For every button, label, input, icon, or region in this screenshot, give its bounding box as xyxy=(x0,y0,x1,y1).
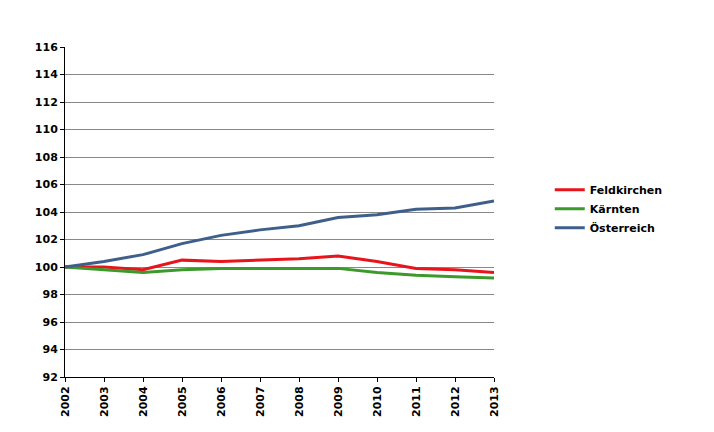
svg-text:Österreich: Österreich xyxy=(590,221,655,235)
svg-text:112: 112 xyxy=(35,96,58,109)
svg-text:116: 116 xyxy=(35,41,58,54)
svg-text:2008: 2008 xyxy=(293,386,306,417)
svg-text:94: 94 xyxy=(42,343,58,356)
svg-text:2013: 2013 xyxy=(488,386,501,417)
svg-text:108: 108 xyxy=(35,151,58,164)
svg-text:100: 100 xyxy=(35,261,58,274)
svg-text:114: 114 xyxy=(35,68,58,81)
svg-text:92: 92 xyxy=(42,371,57,384)
svg-text:98: 98 xyxy=(42,288,57,301)
svg-text:96: 96 xyxy=(42,316,58,329)
svg-text:2006: 2006 xyxy=(215,386,228,417)
svg-text:104: 104 xyxy=(35,206,58,219)
svg-text:2003: 2003 xyxy=(98,386,111,417)
svg-text:2012: 2012 xyxy=(449,386,462,417)
svg-text:110: 110 xyxy=(35,123,58,136)
svg-text:102: 102 xyxy=(35,233,58,246)
svg-text:2009: 2009 xyxy=(332,386,345,417)
svg-text:Kärnten: Kärnten xyxy=(590,203,640,216)
svg-text:2010: 2010 xyxy=(371,386,384,417)
svg-text:106: 106 xyxy=(35,178,58,191)
svg-text:Feldkirchen: Feldkirchen xyxy=(590,184,662,197)
svg-text:2002: 2002 xyxy=(59,386,72,417)
svg-text:2011: 2011 xyxy=(410,386,423,417)
svg-text:2004: 2004 xyxy=(137,386,150,417)
svg-text:2007: 2007 xyxy=(254,386,267,417)
svg-text:2005: 2005 xyxy=(176,386,189,417)
